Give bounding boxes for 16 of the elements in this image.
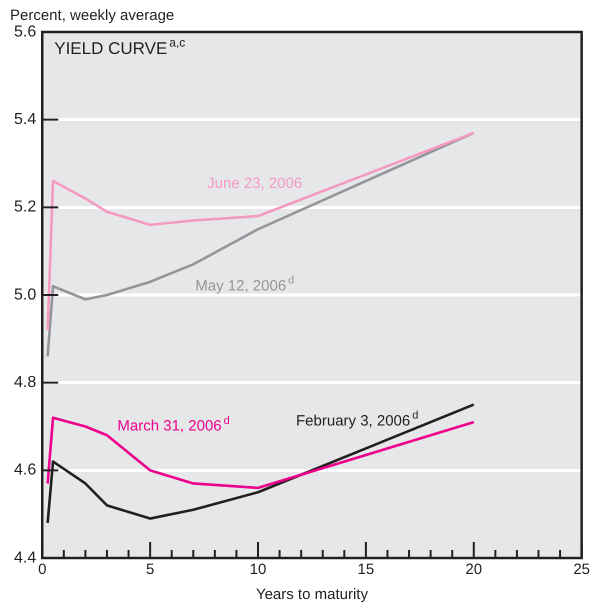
y-tick-label: 4.6 — [14, 462, 36, 479]
x-tick-label: 15 — [358, 561, 374, 578]
x-tick-label: 10 — [250, 561, 266, 578]
x-tick-label: 25 — [573, 561, 590, 578]
y-tick-label: 4.4 — [14, 549, 36, 566]
y-tick-label: 4.8 — [14, 374, 36, 392]
x-tick-label: 5 — [146, 561, 154, 578]
x-tick-label: 20 — [465, 561, 482, 578]
x-axis-title: Years to maturity — [256, 586, 368, 604]
y-tick-label: 5.2 — [14, 198, 36, 216]
series-label: June 23, 2006 — [207, 174, 302, 192]
y-axis-title: Percent, weekly average — [10, 7, 174, 24]
y-tick-label: 5.0 — [14, 286, 36, 304]
x-tick-label: 0 — [38, 561, 46, 578]
y-tick-label: 5.6 — [14, 23, 36, 40]
y-tick-label: 5.4 — [14, 111, 36, 128]
